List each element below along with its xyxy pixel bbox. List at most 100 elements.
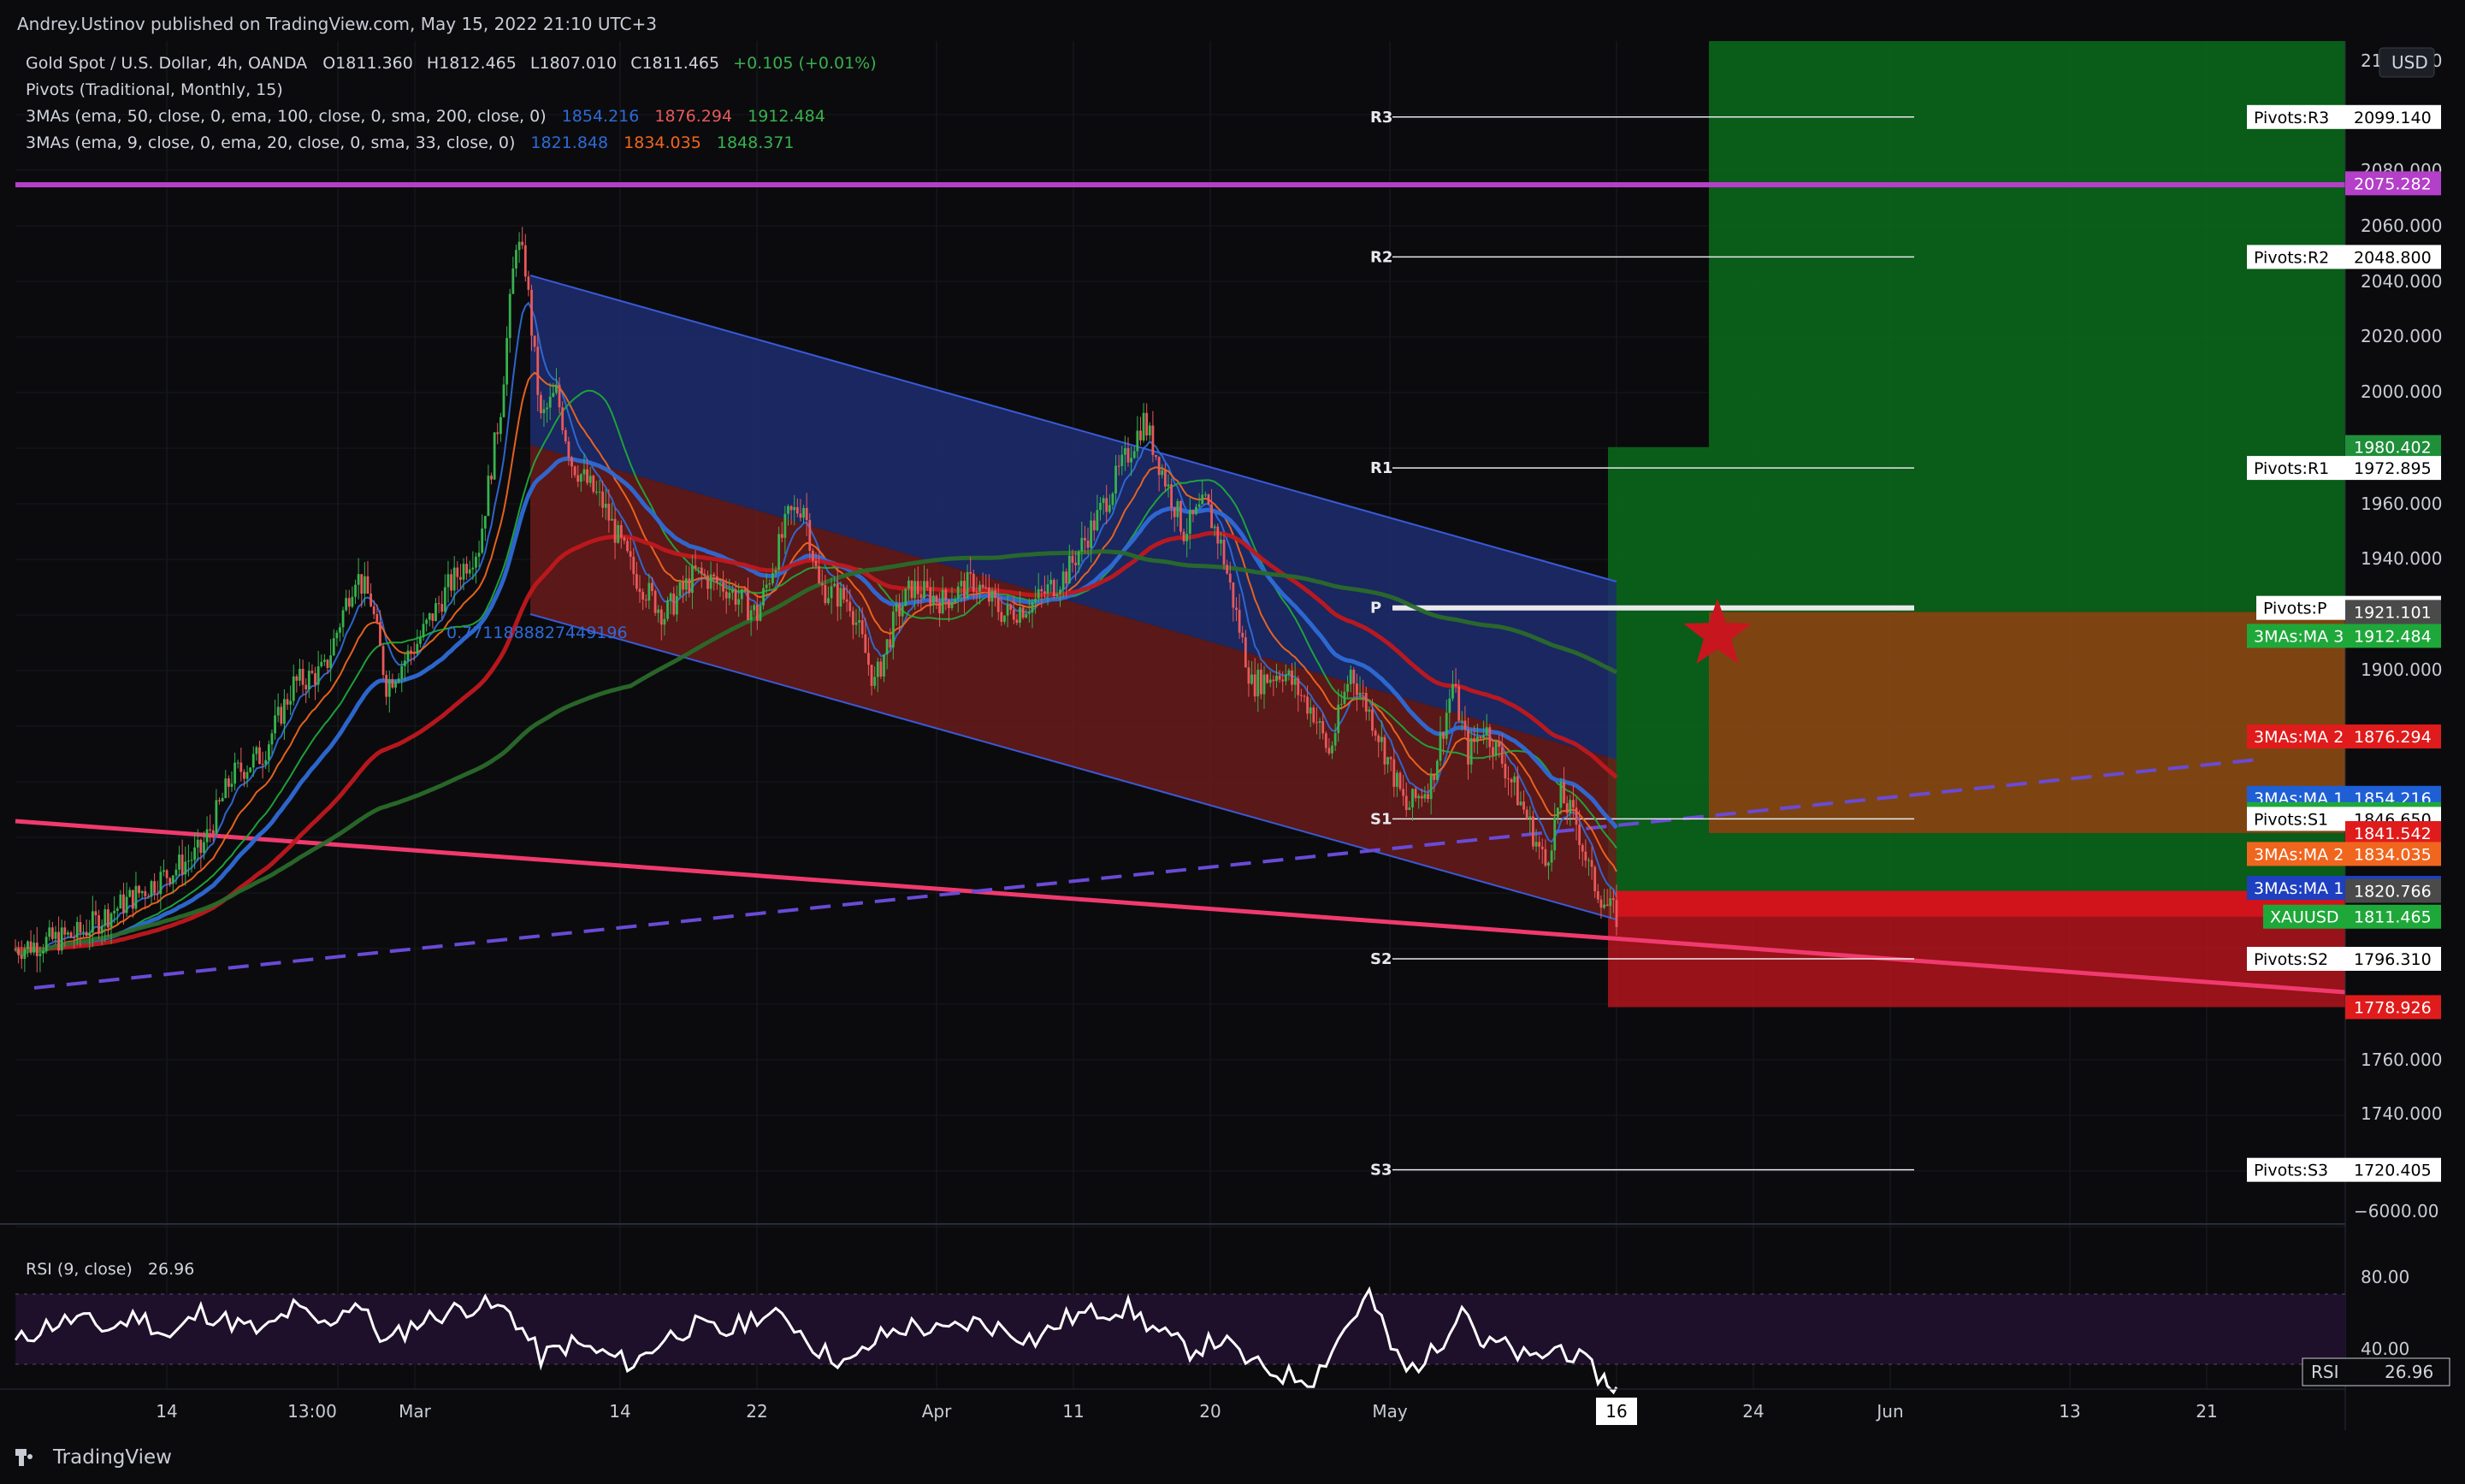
ma-set1-label[interactable]: 3MAs (ema, 50, close, 0, ema, 100, close… <box>26 107 547 126</box>
candle-body <box>1226 565 1229 574</box>
rsi-pane[interactable]: RSI (9, close) 26.96 80.00 40.00 RSI 26.… <box>0 1223 2450 1395</box>
candle-body <box>592 476 595 492</box>
ma-set2-label[interactable]: 3MAs (ema, 9, close, 0, ema, 20, close, … <box>26 133 515 152</box>
candle-body <box>193 847 197 860</box>
candle-body <box>357 574 360 585</box>
label-name-box <box>2263 904 2345 929</box>
candle-body <box>1525 809 1528 819</box>
candle-body <box>1510 778 1513 783</box>
candle-body <box>960 581 963 587</box>
candle-body <box>1475 736 1479 742</box>
ma-sma-200 <box>14 549 1618 957</box>
label-value-box <box>2345 171 2441 196</box>
candle-body <box>737 599 741 605</box>
candle-body <box>1092 520 1096 530</box>
pivot-tag-R2: R2 <box>1370 248 1392 266</box>
price-label-1: 2075.282 <box>2345 171 2441 196</box>
candle-body <box>165 870 168 878</box>
candle-body <box>1102 498 1105 503</box>
candle-body <box>363 576 366 594</box>
candle-body <box>1155 455 1157 458</box>
rsi-tick-40: 40.00 <box>2361 1339 2409 1359</box>
candle-body <box>372 606 375 615</box>
candle-body <box>1253 674 1256 697</box>
candle-body <box>663 618 666 625</box>
candle-body <box>1188 510 1191 535</box>
candle-body <box>44 937 48 951</box>
price-label-17: Pivots:S2 1796.310 <box>2247 946 2441 971</box>
candle-body <box>391 679 394 688</box>
candle-body <box>1402 789 1405 796</box>
tradingview-logo[interactable]: TradingView <box>15 1446 172 1469</box>
candle-body <box>292 676 295 701</box>
candle-body <box>27 941 29 949</box>
pivots-indicator-label[interactable]: Pivots (Traditional, Monthly, 15) <box>26 80 283 99</box>
candle-body <box>638 588 641 592</box>
candle-body <box>1262 674 1266 695</box>
label-name-box <box>2247 624 2345 648</box>
candle-body <box>1040 588 1043 592</box>
candle-body <box>339 627 341 633</box>
candle-body <box>1396 772 1398 787</box>
candle-body <box>1061 571 1065 590</box>
candle-body <box>270 733 274 745</box>
candle-body <box>310 671 314 673</box>
candle-body <box>67 932 69 935</box>
candle-body <box>345 598 348 611</box>
candle-body <box>205 829 209 843</box>
channel-upper-fill <box>530 275 1617 760</box>
candle-body <box>422 624 425 638</box>
candle-body <box>1358 693 1362 695</box>
rsi-label[interactable]: RSI (9, close) <box>26 1260 133 1279</box>
candle-body <box>1299 695 1303 696</box>
candle-body <box>375 614 379 623</box>
currency-button[interactable] <box>2379 47 2435 78</box>
candle-body <box>1287 670 1291 675</box>
tick-1760: 1760.000 <box>2361 1049 2442 1070</box>
candle-body <box>579 474 582 482</box>
candle-body <box>215 800 218 834</box>
candle-body <box>1309 707 1312 714</box>
candle-body <box>1250 674 1253 684</box>
label-name: Pivots:S2 <box>2254 950 2328 969</box>
candle-body <box>860 620 864 635</box>
chart-canvas[interactable]: R3 R2 R1 P S1 S2 S3 0.7711888827449196 Gold Sp… <box>0 0 2465 1430</box>
candle-body <box>1142 412 1145 440</box>
candle-body <box>249 767 252 772</box>
candle-body <box>412 652 416 654</box>
label-value: 1876.294 <box>2354 728 2432 747</box>
label-value: 1796.310 <box>2354 950 2432 969</box>
candle-body <box>657 609 660 613</box>
candle-body <box>1528 816 1532 819</box>
candle-body <box>573 466 576 476</box>
candle-body <box>258 747 261 765</box>
candle-body <box>1173 507 1176 517</box>
candle-body <box>329 655 333 668</box>
label-value-box <box>2345 946 2441 971</box>
candle-body <box>168 878 172 884</box>
time-label-3: 14 <box>609 1401 630 1422</box>
candle-body <box>651 582 653 591</box>
price-label-19: Pivots:S3 1720.405 <box>2247 1157 2441 1182</box>
risk-zone-top <box>1608 890 2345 917</box>
candle-body <box>1046 584 1049 594</box>
candle-body <box>42 950 44 954</box>
label-value: 1912.484 <box>2354 627 2432 646</box>
time-label-1: 13:00 <box>287 1401 337 1422</box>
symbol-title[interactable]: Gold Spot / U.S. Dollar, 4h, OANDA <box>26 54 307 73</box>
candle-body <box>1460 720 1463 722</box>
candle-body <box>1272 679 1275 682</box>
candle-body <box>1451 683 1454 699</box>
candle-body <box>1312 707 1315 723</box>
candle-body <box>443 587 446 612</box>
candle-body <box>570 457 573 467</box>
candle-body <box>546 407 548 410</box>
candle-body <box>1130 458 1133 463</box>
label-value: 2048.800 <box>2354 248 2432 267</box>
candle-body <box>1343 691 1346 704</box>
candle-body <box>307 671 310 689</box>
candle-body <box>724 591 728 599</box>
candle-body <box>502 384 505 417</box>
candle-body <box>326 659 329 668</box>
